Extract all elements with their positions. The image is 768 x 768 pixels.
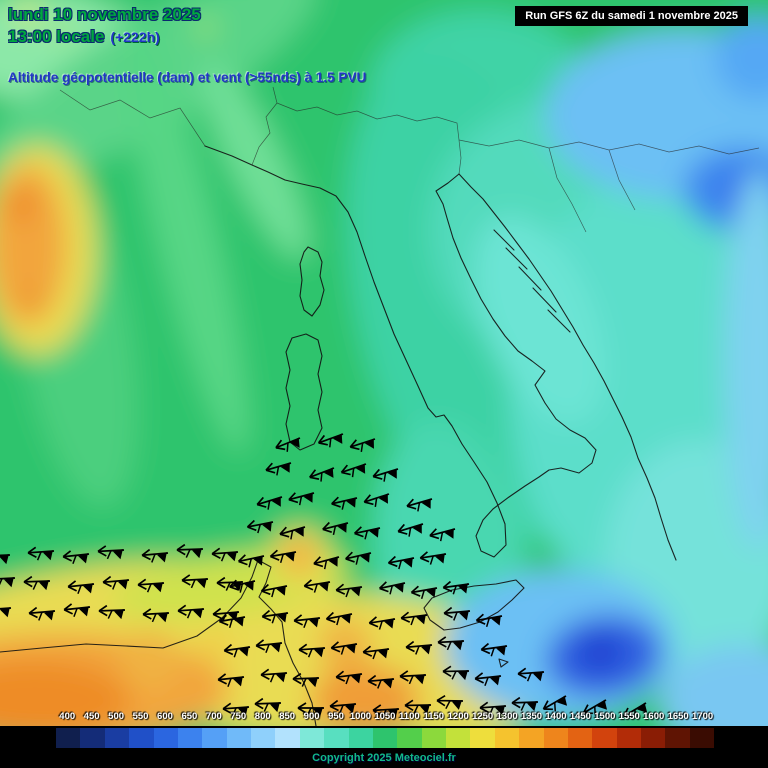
legend-color-segment [153,728,178,748]
legend-color-segment [567,728,593,748]
legend-value: 850 [279,711,296,722]
legend-color-segment [470,728,495,748]
legend-value: 700 [205,711,222,722]
legend-color-segment [226,728,251,748]
legend-color-segment [397,728,422,748]
legend-value: 1400 [545,711,567,722]
legend-value: 1450 [569,711,591,722]
legend-color-segment [275,728,300,748]
legend-value: 600 [157,711,173,722]
legend-color-segment [421,728,446,748]
time-title: 13:00 locale (+222h) [8,27,160,47]
legend-value: 1350 [520,711,543,722]
date-title: lundi 10 novembre 2025 [8,5,201,24]
legend-color-segment [372,728,398,748]
copyright: Copyright 2025 Meteociel.fr [312,752,456,764]
legend-color-segment [446,728,471,748]
legend-value: 500 [108,711,125,722]
legend-value: 1500 [594,711,616,722]
legend-color-segment [592,728,617,748]
legend-color-segment [616,728,641,748]
legend-value: 450 [83,711,100,722]
legend-value: 1000 [349,711,372,722]
legend-value: 800 [254,711,271,722]
footer-strip: Copyright 2025 Meteociel.fr [0,748,768,768]
legend-value: 900 [303,711,320,722]
legend-value: 1550 [618,711,640,722]
legend-color-segment [104,728,130,748]
legend-value: 1600 [643,711,665,722]
legend-color-segment [251,728,276,748]
legend-value: 1300 [496,711,518,722]
legend-value: 400 [59,711,76,722]
legend-color-segment [348,728,373,748]
legend-value: 750 [230,711,247,722]
legend-color-segment [543,728,568,748]
legend-color-segment [129,728,154,748]
legend-value: 1150 [423,711,445,722]
legend-color-segment [202,728,227,748]
coastlines [0,145,677,726]
legend-value: 650 [181,711,198,722]
legend-color-segment [641,728,666,748]
legend-color-segment [494,728,520,748]
legend-color-segment [519,728,544,748]
legend-colorbar [55,727,715,749]
run-info-box: Run GFS 6Z du samedi 1 novembre 2025 [515,6,748,26]
legend-color-segment [80,728,105,748]
legend-value: 1700 [692,711,714,722]
local-time: 13:00 locale [8,27,105,46]
weather-map[interactable] [0,0,768,726]
color-field [0,0,768,726]
map-subtitle: Altitude géopotentielle (dam) et vent (>… [8,70,367,85]
legend-color-segment [324,728,349,748]
legend-color-segment [177,728,203,748]
legend-color-segment [299,728,325,748]
legend-values: 400 450 500 550 600 650 700 750 800 850 900 950 1000… [55,711,715,722]
legend-value: 1200 [447,711,469,722]
legend-value: 950 [328,711,344,722]
forecast-offset: (+222h) [110,29,160,45]
legend-value: 1650 [667,711,689,722]
country-borders [59,86,760,233]
legend-value: 1100 [399,711,420,722]
legend-color-segment [56,728,81,748]
legend-value: 550 [132,711,149,722]
legend-color-segment [689,728,715,748]
run-info-label: Run GFS 6Z du samedi 1 novembre 2025 [525,10,738,22]
legend-value: 1250 [472,711,494,722]
legend-value: 1050 [374,711,396,722]
legend-color-segment [665,728,690,748]
